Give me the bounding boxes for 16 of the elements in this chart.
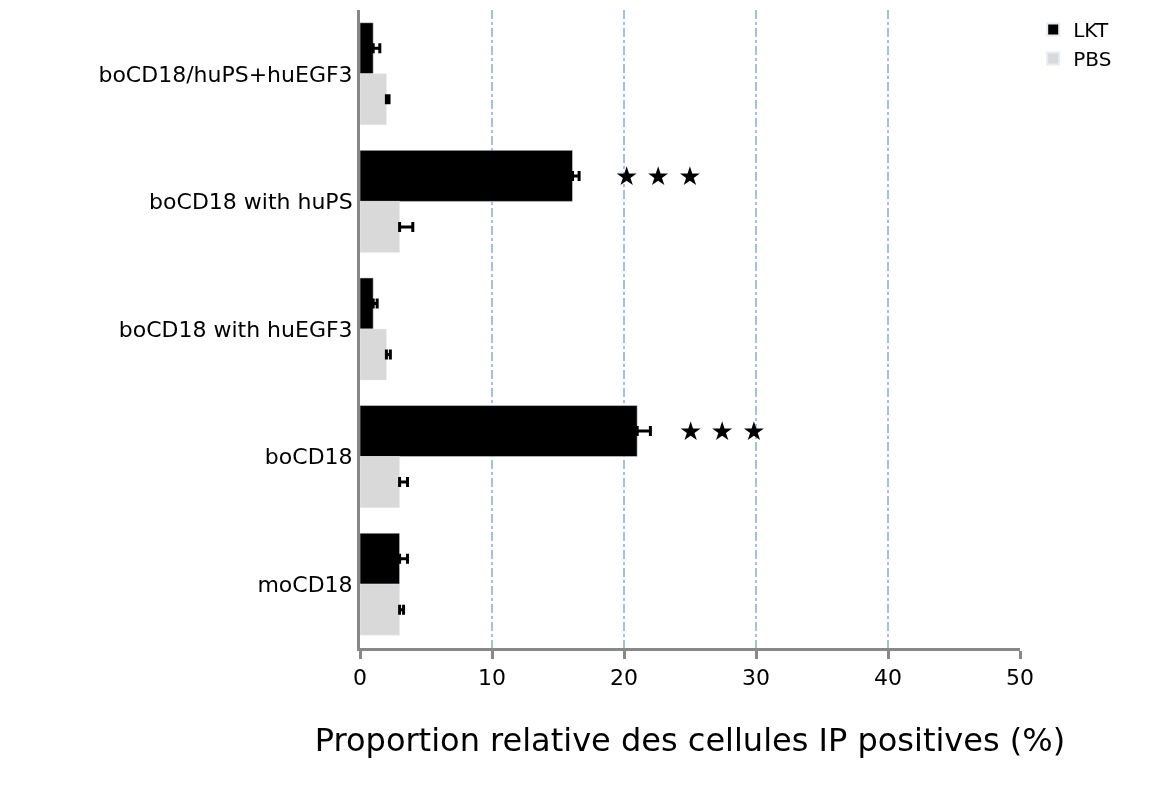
x-tick-label: 40: [874, 665, 902, 691]
x-tick-label: 30: [742, 665, 770, 691]
x-tick-label: 20: [610, 665, 638, 691]
x-axis-title: Proportion relative des cellules IP positives (%): [314, 721, 1066, 760]
y-tick-label: boCD18: [264, 444, 353, 470]
x-tick-label: 50: [1006, 665, 1034, 691]
annotation: ★ ★ ★: [615, 161, 702, 191]
x-tick-label: 0: [353, 665, 367, 691]
x-tick-label: 10: [478, 665, 506, 691]
y-tick-label: boCD18 with huPS: [149, 189, 353, 215]
legend-label: PBS: [1073, 47, 1112, 72]
legend-label: LKT: [1073, 18, 1109, 43]
annotation: ★ ★ ★: [679, 416, 766, 446]
y-tick-label: boCD18/huPS+huEGF3: [98, 61, 353, 87]
y-tick-label: boCD18 with huEGF3: [118, 316, 353, 342]
y-tick-label: moCD18: [257, 571, 353, 597]
